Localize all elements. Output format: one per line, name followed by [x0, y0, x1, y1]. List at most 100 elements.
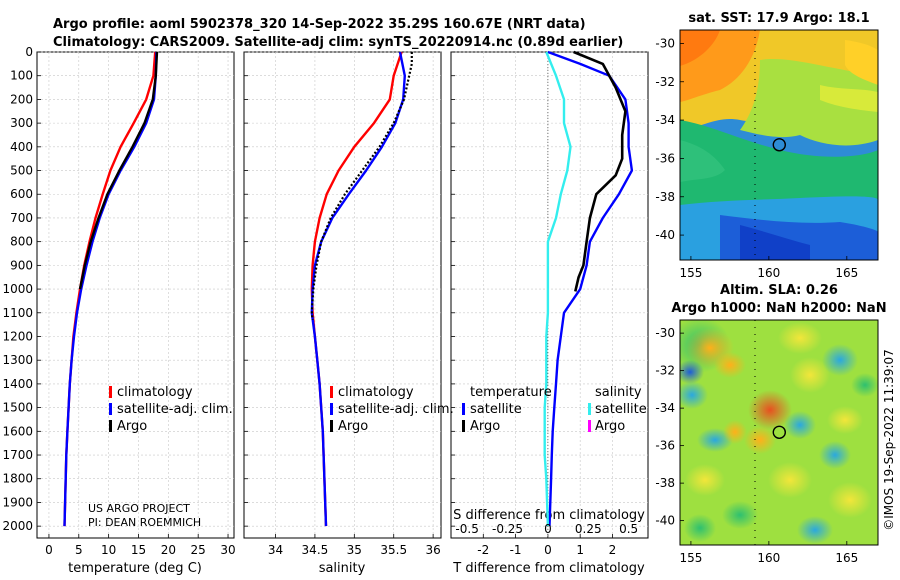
legend-satellite: satellite-adj. clim.: [338, 402, 454, 417]
sla-field: [680, 320, 878, 545]
difference-legend: temperature satellite Argo salinity sate…: [462, 385, 647, 434]
depth-tick-label: 1600: [2, 424, 33, 438]
map-x-tick-label: 160: [757, 551, 780, 565]
difference-grid: [451, 51, 648, 538]
x-tick-label: 34.5: [302, 543, 329, 557]
x-tick-label: 0: [544, 543, 552, 557]
sla-map: 155 160 165 -30 -32 -34 -36 -38 -40: [655, 319, 879, 565]
depth-axis: 0 100 200 300 400 500 600 700 800 900 1000 1100 1200…: [2, 45, 33, 533]
sst-map-axes: 155 160 165 -30 -32 -34 -36 -38 -40: [655, 36, 858, 280]
legend-swatch-argo: [330, 420, 333, 432]
depth-tick-label: 1700: [2, 448, 33, 462]
salinity-panel: [243, 51, 442, 539]
tdiff-xlabel: T difference from climatology: [452, 561, 645, 576]
map-y-tick-label: -36: [655, 151, 675, 165]
series-line-argo: [310, 52, 413, 321]
float-position-marker: [772, 425, 786, 439]
depth-tick-label: 1200: [2, 329, 33, 343]
legend-swatch-s-argo: [588, 420, 591, 432]
map-x-tick-label: 155: [679, 551, 702, 565]
x-tick-label: 1: [576, 543, 584, 557]
x-tick-label: 30: [220, 543, 235, 557]
temperature-xlabel: temperature (deg C): [68, 561, 202, 576]
legend-t-argo: Argo: [470, 419, 500, 434]
x-tick-label: 10: [101, 543, 116, 557]
series-line-t-satellite: [547, 50, 634, 527]
series-line-t-argo: [573, 50, 627, 292]
salinity-xlabel: salinity: [319, 561, 366, 576]
depth-tick-label: 600: [10, 187, 33, 201]
series-line-s-satellite: [543, 51, 572, 527]
legend-swatch-s-satellite: [588, 403, 591, 415]
x-tick-label: 34: [268, 543, 283, 557]
legend-salinity-title: salinity: [595, 385, 642, 400]
salinity-legend: climatology satellite-adj. clim. Argo: [330, 385, 454, 434]
map-y-tick-label: -34: [655, 401, 675, 415]
legend-swatch-satellite: [109, 403, 112, 415]
legend-argo: Argo: [117, 419, 147, 434]
legend-swatch-climatology: [109, 386, 112, 398]
map-y-tick-label: -32: [655, 364, 675, 378]
x2-tick-label: 0.25: [575, 522, 602, 536]
x-tick-label: 5: [75, 543, 83, 557]
legend-swatch-satellite: [330, 403, 333, 415]
sst-map: 155 160 165 -30 -32 -34 -36 -38 -40: [655, 29, 879, 280]
x-tick-label: -2: [477, 543, 489, 557]
map-y-tick-label: -38: [655, 476, 675, 490]
depth-tick-label: 1400: [2, 377, 33, 391]
depth-tick-label: 900: [10, 258, 33, 272]
credit-pi: PI: DEAN ROEMMICH: [88, 516, 201, 529]
map-y-tick-label: -30: [655, 36, 675, 50]
map-y-tick-label: -32: [655, 75, 675, 89]
x2-tick-label: 0.5: [619, 522, 638, 536]
sla-map-subtitle: Argo h1000: NaN h2000: NaN: [671, 301, 886, 316]
legend-climatology: climatology: [117, 385, 193, 400]
depth-tick-label: 1100: [2, 306, 33, 320]
depth-tick-label: 100: [10, 69, 33, 83]
map-y-tick-label: -34: [655, 113, 675, 127]
map-y-tick-label: -30: [655, 326, 675, 340]
difference-panel: [450, 51, 649, 539]
sst-map-title: sat. SST: 17.9 Argo: 18.1: [688, 11, 869, 26]
legend-satellite: satellite-adj. clim.: [117, 402, 233, 417]
map-y-tick-label: -38: [655, 190, 675, 204]
legend-argo: Argo: [338, 419, 368, 434]
x-tick-label: 35: [347, 543, 362, 557]
x-tick-label: 15: [131, 543, 146, 557]
legend-swatch-t-satellite: [462, 403, 465, 415]
temperature-legend: climatology satellite-adj. clim. Argo: [109, 385, 233, 434]
depth-tick-label: 800: [10, 235, 33, 249]
x-tick-label: 20: [161, 543, 176, 557]
x2-tick-label: 0: [544, 522, 552, 536]
map-x-tick-label: 155: [679, 266, 702, 280]
depth-tick-label: 1000: [2, 282, 33, 296]
depth-tick-label: 400: [10, 140, 33, 154]
x-tick-label: 36: [425, 543, 440, 557]
depth-tick-label: 0: [25, 45, 33, 59]
depth-tick-label: 1300: [2, 353, 33, 367]
figure-title-line1: Argo profile: aoml 5902378_320 14-Sep-20…: [53, 17, 586, 32]
legend-t-satellite: satellite: [470, 402, 522, 417]
salinity-grid: [244, 51, 441, 538]
credit-project: US ARGO PROJECT: [88, 502, 190, 515]
depth-tick-label: 1900: [2, 495, 33, 509]
sla-map-axes: 155 160 165 -30 -32 -34 -36 -38 -40: [655, 326, 858, 565]
legend-swatch-climatology: [330, 386, 333, 398]
map-y-tick-label: -40: [655, 514, 675, 528]
figure-title-line2: Climatology: CARS2009. Satellite-adj cli…: [53, 35, 623, 50]
x-tick-label: 2: [609, 543, 617, 557]
map-y-tick-label: -36: [655, 439, 675, 453]
x-tick-label: -1: [510, 543, 522, 557]
map-x-tick-label: 165: [835, 551, 858, 565]
series-line-argo: [78, 51, 159, 290]
depth-tick-label: 500: [10, 164, 33, 178]
depth-tick-label: 200: [10, 92, 33, 106]
temperature-panel: [36, 51, 235, 539]
depth-tick-label: 1500: [2, 401, 33, 415]
depth-tick-label: 700: [10, 211, 33, 225]
timestamp: ©IMOS 19-Sep-2022 11:39:07: [882, 349, 896, 531]
profile-lines: [63, 50, 634, 527]
legend-s-satellite: satellite: [595, 402, 647, 417]
x-tick-label: 0: [45, 543, 53, 557]
float-position-marker: [772, 138, 786, 152]
